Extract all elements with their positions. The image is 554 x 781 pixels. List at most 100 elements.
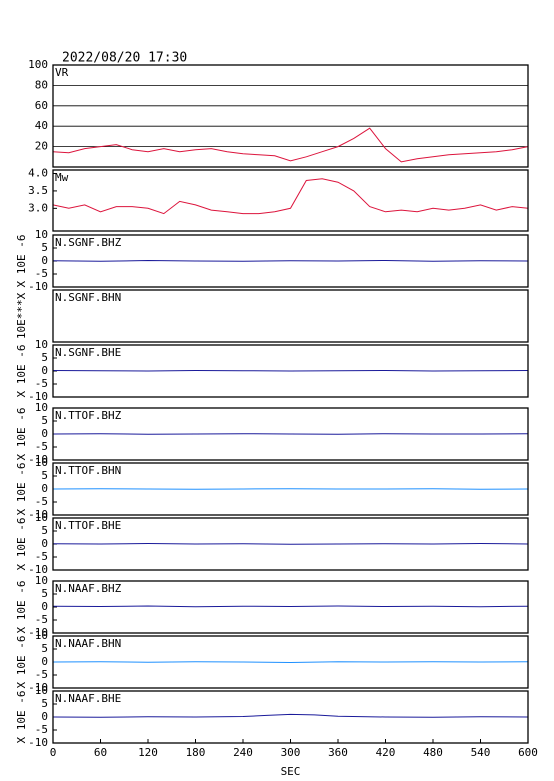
y-tick-label: 10 — [35, 401, 48, 414]
y-axis-label: X 10E -6 — [15, 691, 28, 744]
y-tick-label: 0 — [41, 482, 48, 495]
y-axis-label: X 10E -6 — [15, 408, 28, 461]
y-tick-label: 80 — [35, 78, 48, 91]
y-tick-label: 10 — [35, 511, 48, 524]
trace — [52, 713, 529, 718]
panel-frame — [52, 234, 529, 288]
panel-label: N.SGNF.BHZ — [55, 236, 122, 249]
y-axis-label: X 10E -6 — [15, 518, 28, 571]
y-tick-label: -10 — [28, 563, 48, 576]
y-tick-label: 4.0 — [28, 166, 48, 179]
y-tick-label: -5 — [35, 495, 48, 508]
x-tick-label: 540 — [471, 746, 491, 759]
y-axis-label: 10E***X — [15, 292, 28, 339]
panel-frame — [52, 462, 529, 516]
x-tick-label: 120 — [138, 746, 158, 759]
y-tick-label: 10 — [35, 338, 48, 351]
panel-label: N.SGNF.BHN — [55, 291, 121, 304]
y-tick-label: 10 — [35, 629, 48, 642]
x-tick-label: 240 — [233, 746, 253, 759]
y-tick-label: 0 — [41, 537, 48, 550]
y-tick-label: -10 — [28, 626, 48, 639]
y-tick-label: -10 — [28, 453, 48, 466]
y-tick-label: 0 — [41, 427, 48, 440]
panel-label: N.TTOF.BHZ — [55, 409, 122, 422]
y-tick-label: 5 — [41, 524, 48, 537]
y-tick-label: 3.5 — [28, 184, 48, 197]
x-tick-label: 600 — [518, 746, 538, 759]
panel-frame — [52, 407, 529, 461]
x-axis-label: SEC — [281, 765, 301, 778]
panel-label: N.TTOF.BHE — [55, 519, 121, 532]
y-tick-label: 10 — [35, 574, 48, 587]
y-tick-label: 0 — [41, 254, 48, 267]
trace — [52, 433, 529, 435]
y-axis-label: X 10E -6 — [15, 463, 28, 516]
panel-frame — [52, 289, 529, 343]
y-tick-label: 0 — [41, 600, 48, 613]
panel-frame — [52, 64, 529, 168]
x-tick-label: 300 — [281, 746, 301, 759]
panel-frame — [52, 580, 529, 634]
panel-frame — [52, 517, 529, 571]
y-tick-label: 10 — [35, 456, 48, 469]
y-tick-label: 5 — [41, 241, 48, 254]
x-tick-label: 60 — [94, 746, 107, 759]
y-tick-label: -5 — [35, 613, 48, 626]
y-axis-label: X 10E -6 — [15, 235, 28, 288]
y-tick-label: -5 — [35, 550, 48, 563]
y-axis-label: X 10E -6 — [15, 345, 28, 398]
y-tick-label: 5 — [41, 697, 48, 710]
y-tick-label: 5 — [41, 587, 48, 600]
panel-frame — [52, 344, 529, 398]
y-tick-label: -5 — [35, 723, 48, 736]
y-tick-label: -5 — [35, 267, 48, 280]
trace — [52, 661, 529, 664]
y-tick-label: -10 — [28, 280, 48, 293]
panel-label: N.NAAF.BHZ — [55, 582, 122, 595]
panel-label: N.NAAF.BHE — [55, 692, 121, 705]
y-tick-label: 0 — [41, 710, 48, 723]
panel-label: N.SGNF.BHE — [55, 346, 121, 359]
y-tick-label: -10 — [28, 681, 48, 694]
trace — [52, 259, 529, 262]
y-tick-label: -10 — [28, 390, 48, 403]
y-tick-label: 0 — [41, 655, 48, 668]
y-tick-label: 60 — [35, 99, 48, 112]
y-tick-label: 40 — [35, 119, 48, 132]
x-tick-label: 420 — [376, 746, 396, 759]
trace — [52, 488, 529, 490]
panel-label: Mw — [55, 171, 69, 184]
y-tick-label: 0 — [41, 364, 48, 377]
chart-title: 2022/08/20 17:30 — [62, 51, 187, 66]
x-tick-label: 0 — [50, 746, 57, 759]
x-tick-label: 360 — [328, 746, 348, 759]
y-tick-label: 20 — [35, 140, 48, 153]
y-tick-label: -10 — [28, 736, 48, 749]
trace — [52, 369, 529, 372]
y-tick-label: 5 — [41, 414, 48, 427]
panel-label: N.NAAF.BHN — [55, 637, 121, 650]
panel-label: VR — [55, 66, 69, 79]
y-axis-label: X 10E -6 — [15, 636, 28, 689]
y-tick-label: 5 — [41, 642, 48, 655]
panel-frame — [52, 169, 529, 232]
x-tick-label: 180 — [186, 746, 206, 759]
panel-frame — [52, 635, 529, 689]
y-tick-label: -5 — [35, 668, 48, 681]
trace — [52, 542, 529, 545]
y-tick-label: 10 — [35, 228, 48, 241]
x-tick-label: 480 — [423, 746, 443, 759]
y-tick-label: 3.0 — [28, 201, 48, 214]
trace — [52, 605, 529, 608]
y-axis-label: X 10E -6 — [15, 581, 28, 634]
trace — [52, 178, 529, 215]
y-tick-label: -5 — [35, 440, 48, 453]
y-tick-label: 100 — [28, 58, 48, 71]
y-tick-label: -5 — [35, 377, 48, 390]
y-tick-label: -10 — [28, 508, 48, 521]
y-tick-label: 5 — [41, 351, 48, 364]
y-tick-label: 10 — [35, 684, 48, 697]
panel-label: N.TTOF.BHN — [55, 464, 121, 477]
